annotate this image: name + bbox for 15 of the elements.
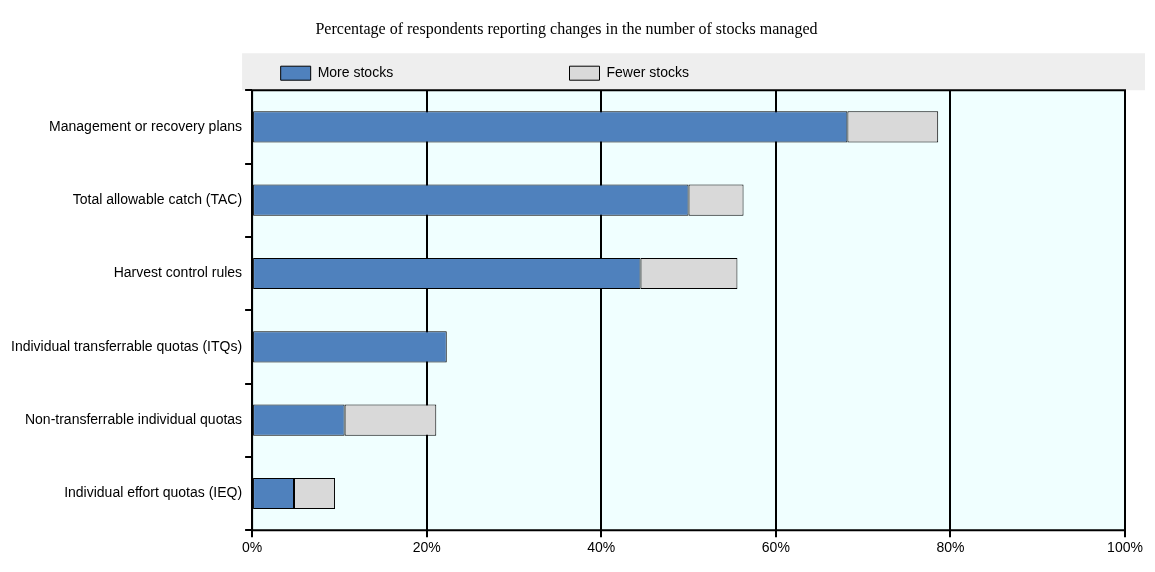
x-tick-label: 80% bbox=[936, 539, 965, 556]
y-tick-label: Total allowable catch (TAC) bbox=[72, 191, 243, 208]
y-tick-label: Individual transferrable quotas (ITQs) bbox=[10, 337, 243, 354]
y-tick-label: Individual effort quotas (IEQ) bbox=[64, 484, 243, 501]
legend-label: Fewer stocks bbox=[606, 64, 853, 81]
x-tick-label: 60% bbox=[761, 539, 790, 556]
y-tick-label: Management or recovery plans bbox=[49, 117, 243, 134]
legend-label: More stocks bbox=[317, 64, 557, 81]
x-tick-label: 0% bbox=[241, 539, 263, 556]
y-tick-label: Non-transferrable individual quotas bbox=[24, 411, 243, 428]
x-tick-label: 100% bbox=[1107, 539, 1143, 556]
x-tick-label: 40% bbox=[587, 539, 616, 556]
chart-title: Percentage of respondents reporting changes in the number of stocks managed bbox=[315, 19, 818, 38]
x-tick-label: 20% bbox=[412, 539, 441, 556]
y-tick-label: Harvest control rules bbox=[113, 264, 243, 281]
